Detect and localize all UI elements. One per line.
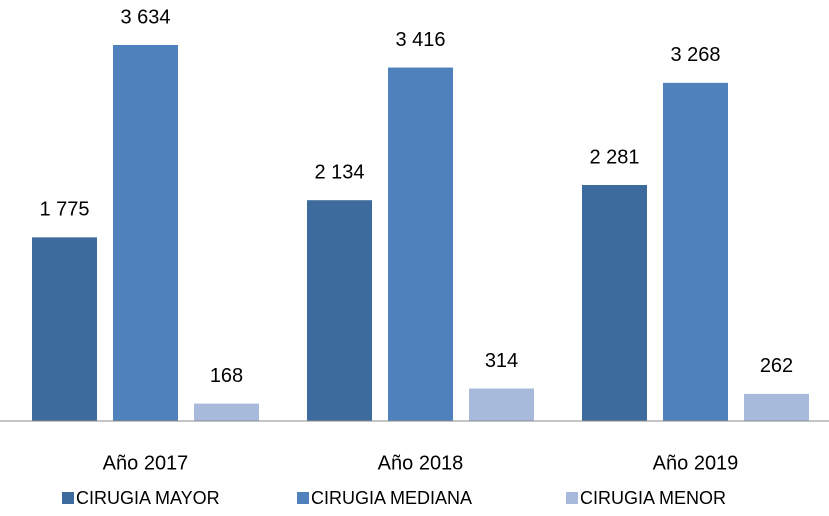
legend-label: CIRUGIA MAYOR: [76, 488, 220, 508]
value-label: 168: [210, 365, 243, 387]
legend-label: CIRUGIA MENOR: [580, 488, 726, 508]
bar: [469, 388, 534, 421]
bar: [113, 45, 178, 421]
value-label: 3 268: [670, 44, 720, 66]
value-label: 1 775: [39, 199, 89, 221]
x-tick-label: Año 2019: [653, 452, 739, 474]
value-label: 3 416: [395, 29, 445, 51]
bar: [194, 403, 259, 421]
legend-swatch: [297, 492, 309, 504]
x-tick-label: Año 2017: [103, 452, 189, 474]
value-label: 3 634: [120, 6, 170, 28]
bar: [32, 237, 97, 421]
value-label: 314: [485, 350, 518, 372]
bar: [744, 393, 809, 421]
legend-swatch: [566, 492, 578, 504]
value-label: 2 281: [589, 146, 639, 168]
bar: [307, 200, 372, 421]
value-label: 2 134: [314, 161, 364, 183]
legend-swatch: [62, 492, 74, 504]
value-label: 262: [760, 355, 793, 377]
x-tick-label: Año 2018: [378, 452, 464, 474]
legend-label: CIRUGIA MEDIANA: [311, 488, 472, 508]
bar: [582, 184, 647, 421]
bar: [388, 67, 453, 422]
bar: [663, 82, 728, 421]
